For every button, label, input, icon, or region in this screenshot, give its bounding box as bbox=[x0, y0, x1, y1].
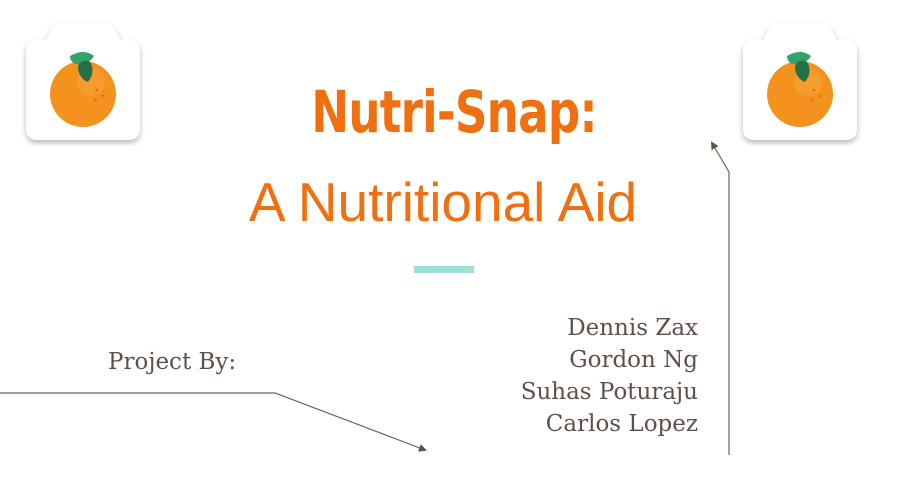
author-name: Gordon Ng bbox=[569, 347, 698, 373]
slide-subtitle: A Nutritional Aid bbox=[248, 171, 638, 233]
slide-title: Nutri-Snap: bbox=[311, 78, 597, 146]
arrow-line-left bbox=[0, 392, 427, 452]
author-name: Suhas Poturaju bbox=[520, 379, 698, 405]
arrow-line-right bbox=[710, 141, 730, 455]
camera-orange-icon bbox=[735, 18, 865, 146]
accent-divider bbox=[414, 266, 474, 273]
author-name: Dennis Zax bbox=[567, 315, 698, 341]
camera-orange-icon bbox=[18, 18, 148, 146]
author-name: Carlos Lopez bbox=[545, 411, 698, 437]
project-by-label: Project By: bbox=[108, 349, 237, 375]
author-list: Dennis Zax Gordon Ng Suhas Poturaju Carl… bbox=[521, 312, 698, 440]
